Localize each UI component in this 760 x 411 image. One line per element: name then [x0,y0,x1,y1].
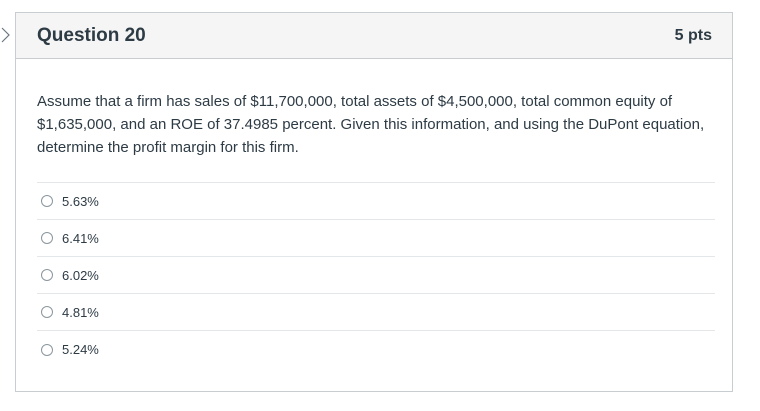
chevron-left-icon[interactable] [0,26,12,44]
answer-label: 6.02% [62,267,99,283]
answer-label: 5.24% [62,342,99,357]
answer-label: 5.63% [62,193,99,209]
answer-option[interactable]: 5.24% [37,331,715,368]
answer-list: 5.63% 6.41% 6.02% 4.81% 5.24% [37,182,715,368]
question-header: Question 20 5 pts [16,13,732,59]
answer-option[interactable]: 6.41% [37,220,715,257]
answer-option[interactable]: 5.63% [37,183,715,220]
question-body: Assume that a firm has sales of $11,700,… [16,59,732,368]
question-card: Question 20 5 pts Assume that a firm has… [15,12,733,392]
answer-label: 6.41% [62,230,99,246]
question-points: 5 pts [674,26,712,44]
answer-option[interactable]: 4.81% [37,294,715,331]
radio-button[interactable] [41,232,53,244]
question-text: Assume that a firm has sales of $11,700,… [37,93,705,156]
radio-button[interactable] [41,343,53,356]
answer-label: 4.81% [62,304,99,320]
radio-button[interactable] [41,306,53,318]
question-title: Question 20 [37,24,146,46]
radio-button[interactable] [41,269,53,281]
radio-button[interactable] [41,195,53,207]
answer-option[interactable]: 6.02% [37,257,715,294]
